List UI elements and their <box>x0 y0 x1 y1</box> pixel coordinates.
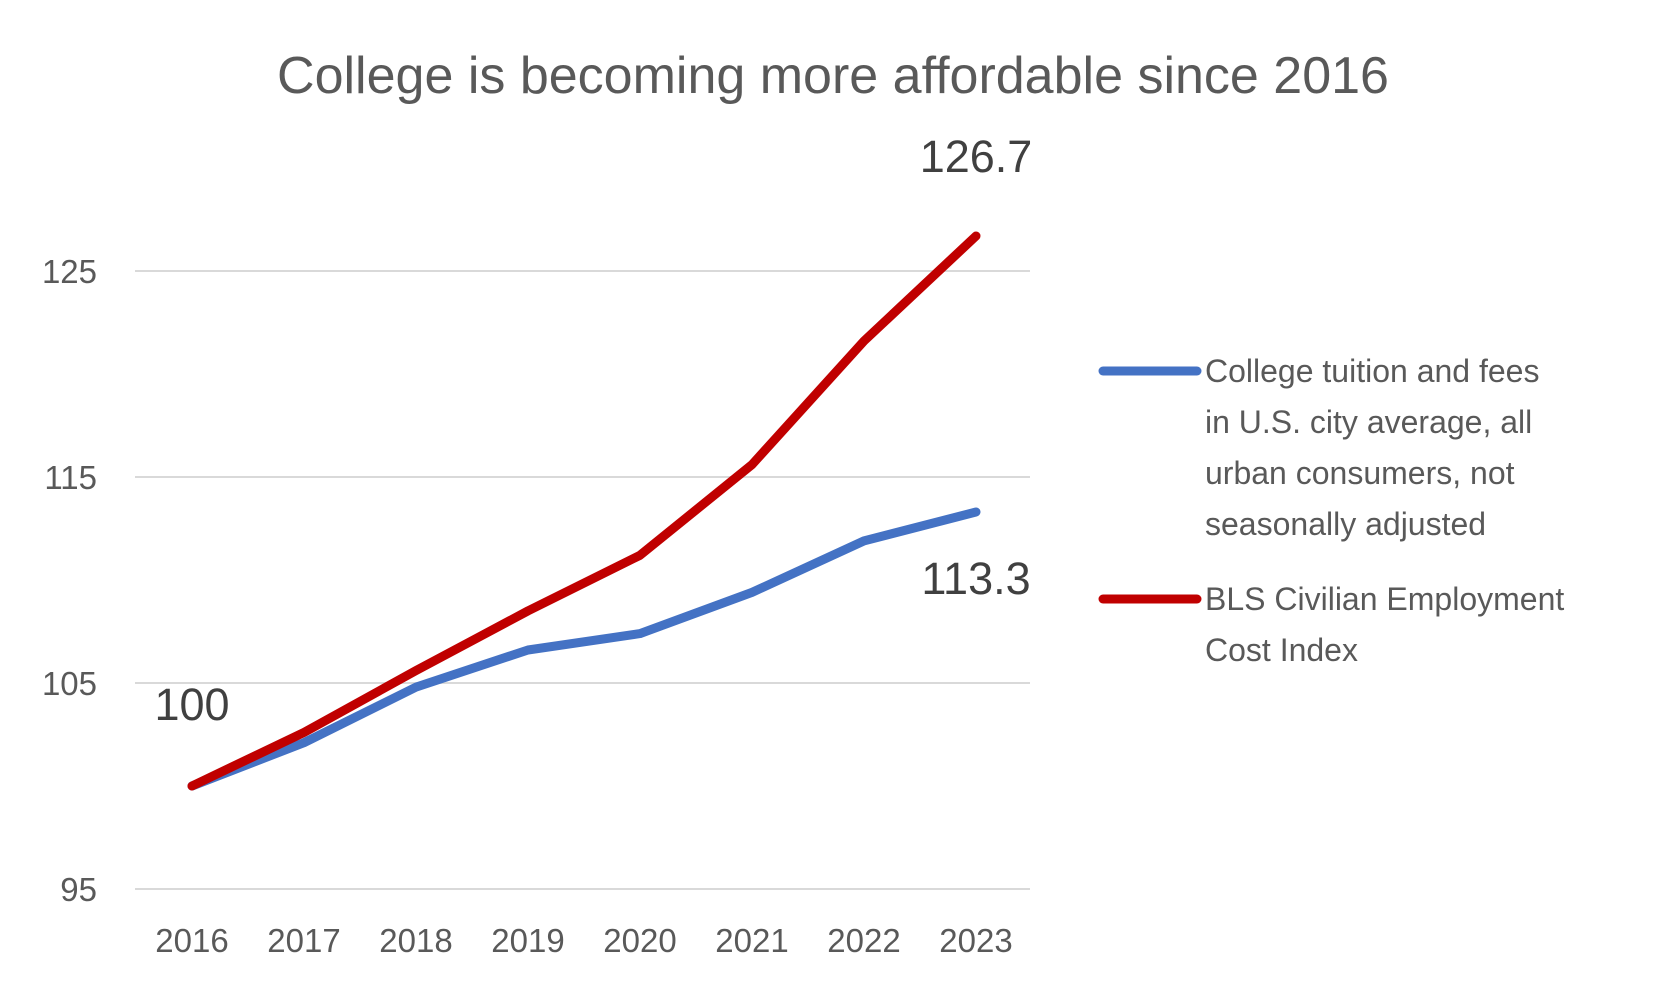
x-axis: 2016 2017 2018 2019 2020 2021 2022 2023 <box>155 922 1012 959</box>
x-tick-label: 2023 <box>939 922 1012 959</box>
series-line-1 <box>187 507 981 791</box>
legend-label-line: College tuition and fees <box>1205 353 1539 389</box>
y-axis: 95 105 115 125 <box>42 253 97 908</box>
legend: College tuition and fees in U.S. city ave… <box>1098 353 1564 668</box>
data-label: 126.7 <box>920 131 1033 182</box>
x-tick-label: 2017 <box>267 922 340 959</box>
series-line-2 <box>187 231 981 791</box>
legend-label-2: BLS Civilian Employment Cost Index <box>1205 581 1564 668</box>
y-tick-label: 115 <box>44 459 97 496</box>
legend-label-line: Cost Index <box>1205 632 1358 668</box>
legend-label-line: BLS Civilian Employment <box>1205 581 1564 617</box>
chart-title: College is becoming more affordable sinc… <box>277 47 1389 105</box>
x-tick-label: 2016 <box>155 922 228 959</box>
x-tick-label: 2018 <box>379 922 452 959</box>
y-tick-label: 105 <box>42 665 97 702</box>
grid-lines <box>135 270 1030 890</box>
data-labels: 100 126.7 113.3 <box>154 131 1032 730</box>
data-label: 100 <box>154 679 229 730</box>
y-tick-label: 95 <box>60 871 97 908</box>
series-lines <box>187 231 981 791</box>
x-tick-label: 2019 <box>491 922 564 959</box>
legend-label-1: College tuition and fees in U.S. city ave… <box>1205 353 1539 542</box>
data-label: 113.3 <box>921 553 1030 604</box>
x-tick-label: 2021 <box>715 922 788 959</box>
x-tick-label: 2020 <box>603 922 676 959</box>
legend-label-line: urban consumers, not <box>1205 455 1515 491</box>
x-tick-label: 2022 <box>827 922 900 959</box>
legend-label-line: in U.S. city average, all <box>1205 404 1532 440</box>
legend-label-line: seasonally adjusted <box>1205 506 1486 542</box>
y-tick-label: 125 <box>42 253 97 290</box>
